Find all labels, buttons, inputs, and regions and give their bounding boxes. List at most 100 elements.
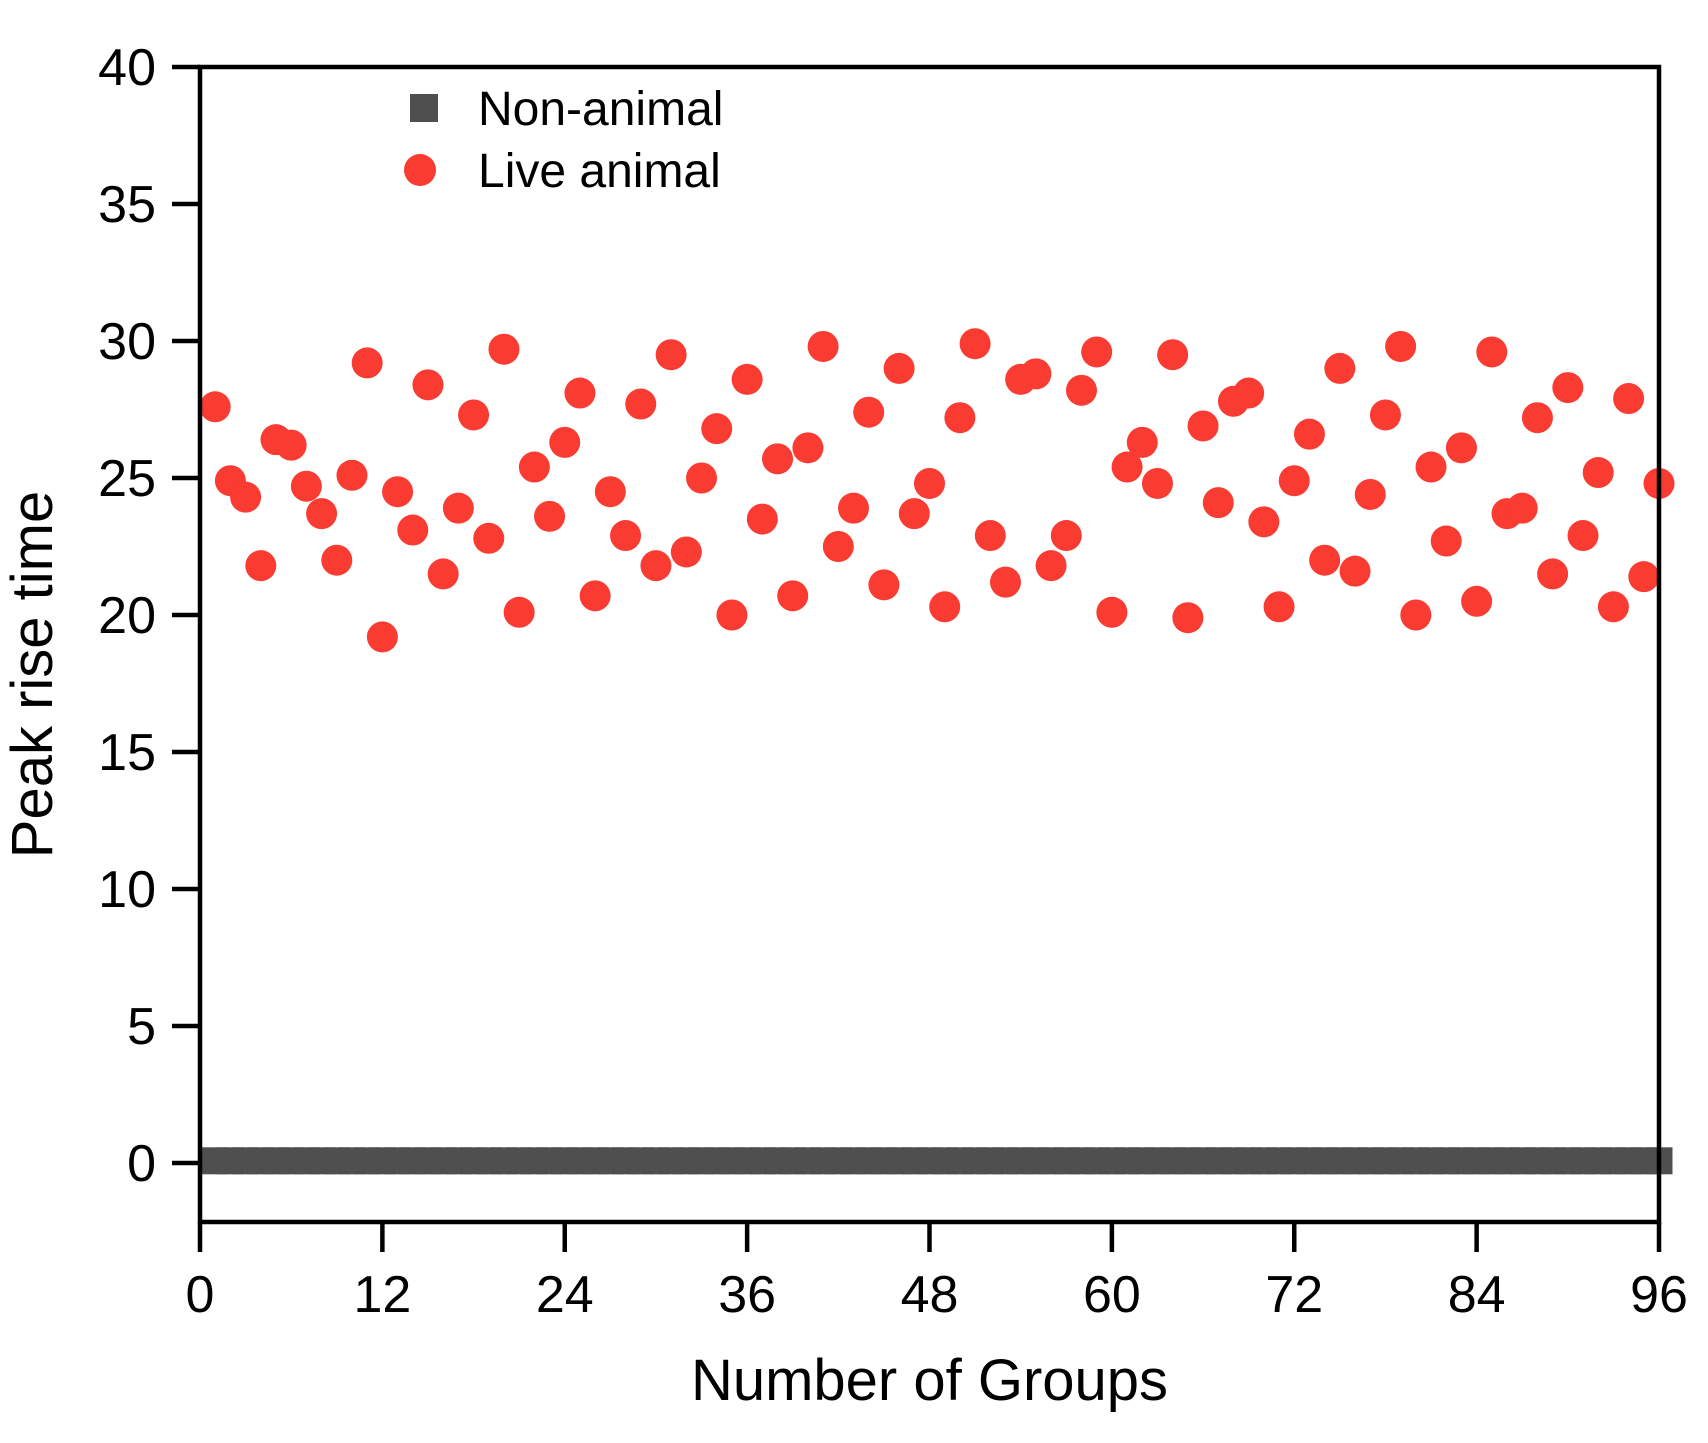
- live-animal-point: [1354, 478, 1386, 510]
- y-tick-label: 5: [127, 998, 156, 1056]
- live-animal-point: [1065, 374, 1097, 406]
- live-animal-point: [610, 520, 642, 552]
- live-animal-point: [1613, 383, 1645, 415]
- live-animal-point: [1430, 525, 1462, 557]
- live-animal-point: [1096, 596, 1128, 628]
- x-tick-label: 84: [1448, 1266, 1506, 1324]
- live-animal-point: [716, 599, 748, 631]
- live-animal-point: [686, 462, 718, 494]
- live-animal-point: [746, 503, 778, 535]
- live-animal-point: [868, 569, 900, 601]
- live-animal-point: [1582, 457, 1614, 489]
- live-animal-point: [1445, 432, 1477, 464]
- live-animal-point: [1400, 599, 1432, 631]
- live-animal-point: [1050, 520, 1082, 552]
- x-tick-label: 12: [353, 1266, 411, 1324]
- live-animal-point: [290, 470, 322, 502]
- y-tick-label: 35: [98, 176, 156, 234]
- live-animal-point: [670, 536, 702, 568]
- x-tick-label: 72: [1265, 1266, 1323, 1324]
- live-animal-point: [1172, 602, 1204, 634]
- live-animal-point: [366, 621, 398, 653]
- live-animal-point: [1126, 426, 1158, 458]
- live-animal-point: [488, 333, 520, 365]
- live-animal-point: [473, 522, 505, 554]
- live-animal-point: [762, 443, 794, 475]
- x-tick-label: 60: [1083, 1266, 1141, 1324]
- x-tick-label: 24: [536, 1266, 594, 1324]
- live-animal-point: [989, 566, 1021, 598]
- y-axis-title: Peak rise time: [0, 491, 65, 858]
- live-animal-point: [1263, 591, 1295, 623]
- live-animal-point: [351, 347, 383, 379]
- x-tick-label: 48: [901, 1266, 959, 1324]
- live-animal-point: [1385, 330, 1417, 362]
- y-tick-label: 20: [98, 587, 156, 645]
- live-animal-point: [427, 558, 459, 590]
- live-animal-point: [275, 429, 307, 461]
- live-animal-point: [1020, 358, 1052, 390]
- live-animal-point: [306, 498, 338, 530]
- live-animal-point: [1187, 410, 1219, 442]
- live-animal-point: [640, 550, 672, 582]
- live-animal-point: [1081, 336, 1113, 368]
- live-animal-point: [655, 339, 687, 371]
- y-tick-label: 10: [98, 861, 156, 919]
- live-animal-point: [1035, 550, 1067, 582]
- live-animal-point: [1461, 585, 1493, 617]
- y-tick-label: 25: [98, 450, 156, 508]
- live-animal-point: [245, 550, 277, 582]
- live-animal-point: [549, 426, 581, 458]
- live-animal-point: [929, 591, 961, 623]
- live-animal-point: [822, 531, 854, 562]
- live-animal-point: [1339, 555, 1371, 587]
- y-tick-label: 0: [127, 1135, 156, 1193]
- live-animal-point: [1233, 377, 1265, 409]
- live-animal-point: [731, 363, 763, 395]
- live-animal-point: [1141, 467, 1173, 499]
- y-tick-label: 40: [98, 39, 156, 97]
- legend-label-non-animal: Non-animal: [478, 83, 723, 136]
- legend-non-animal-square-icon: [410, 94, 438, 122]
- live-animal-point: [853, 396, 885, 428]
- live-animal-point: [1293, 418, 1325, 450]
- live-animal-point: [701, 413, 733, 445]
- x-tick-label: 0: [186, 1266, 215, 1324]
- live-animal-point: [777, 580, 809, 612]
- live-animal-point: [1537, 558, 1569, 590]
- live-animal-point: [1309, 544, 1341, 576]
- live-animal-point: [1157, 339, 1189, 371]
- live-animal-point: [807, 330, 839, 362]
- live-animal-point: [1567, 520, 1599, 552]
- live-animal-point: [336, 459, 368, 491]
- live-animal-point: [458, 399, 490, 431]
- live-animal-point: [1369, 399, 1401, 431]
- live-animal-point: [838, 492, 870, 524]
- y-tick-label: 30: [98, 313, 156, 371]
- live-animal-point: [230, 481, 262, 513]
- live-animal-point: [1476, 336, 1508, 368]
- live-animal-point: [1248, 506, 1280, 538]
- live-animal-point: [1202, 487, 1234, 519]
- live-animal-point: [442, 492, 474, 524]
- live-animal-point: [1628, 561, 1660, 593]
- live-animal-point: [397, 514, 429, 546]
- live-animal-point: [199, 391, 231, 423]
- live-animal-point: [792, 432, 824, 464]
- live-animal-point: [1278, 465, 1310, 497]
- live-animal-point: [382, 476, 414, 508]
- live-animal-point: [898, 498, 930, 530]
- live-animal-point: [1415, 451, 1447, 483]
- live-animal-point: [503, 596, 535, 628]
- live-animal-point: [1324, 352, 1356, 384]
- live-animal-point: [1111, 451, 1143, 483]
- x-tick-label: 96: [1630, 1266, 1688, 1324]
- live-animal-point: [321, 544, 353, 576]
- live-animal-point: [883, 352, 915, 384]
- legend-label-live-animal: Live animal: [478, 145, 721, 198]
- live-animal-point: [579, 580, 611, 612]
- live-animal-point: [1506, 492, 1538, 524]
- live-animal-point: [944, 402, 976, 434]
